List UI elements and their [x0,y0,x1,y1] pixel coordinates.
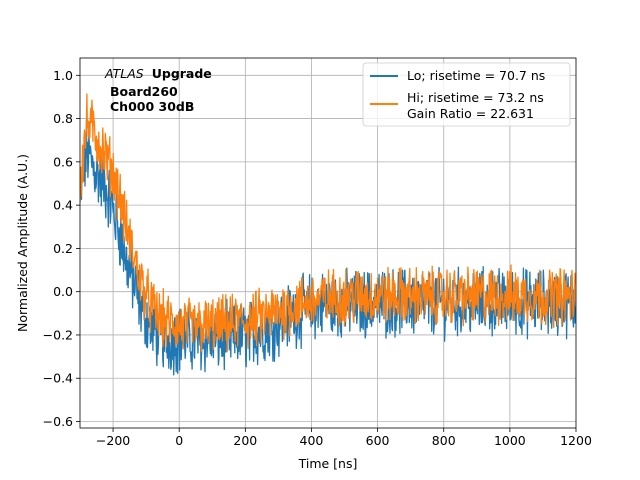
y-tick-label: −0.2 [43,327,73,342]
x-tick-label: 600 [366,433,390,448]
y-axis-label: Normalized Amplitude (A.U.) [15,154,30,332]
x-tick-label: 1000 [494,433,526,448]
y-tick-label: 0.6 [53,154,73,169]
plot-frame [79,57,577,429]
x-tick-label: 400 [300,433,324,448]
svg-text:ATLAS Upgrade: ATLAS Upgrade [104,66,212,81]
y-tick-label: 1.0 [53,68,73,83]
legend: Lo; risetime = 70.7 ns Hi; risetime = 73… [362,62,571,127]
x-axis-label: Time [ns] [298,456,358,471]
axes: −200 0 200 400 600 800 1000 1200 −0.6 −0.4 −0.2 0.0… [43,68,592,448]
x-tick-label: −200 [96,433,130,448]
legend-label-lo: Lo; risetime = 70.7 ns [407,68,545,83]
series-line-hi [80,93,576,353]
y-tick-label: 0.8 [53,111,73,126]
legend-label-hi-line-2: Gain Ratio = 22.631 [407,106,534,121]
annotation-bold: Upgrade [152,66,212,81]
legend-label-hi-line-1: Hi; risetime = 73.2 ns [407,90,544,105]
annotation: ATLAS Upgrade Board260 Ch000 30dB [104,66,212,114]
annotation-line-2: Board260 [110,84,178,99]
x-tick-label: 800 [432,433,456,448]
x-tick-label: 1200 [560,433,592,448]
annotation-line-3: Ch000 30dB [110,99,194,114]
y-tick-label: −0.4 [43,371,73,386]
y-tick-label: 0.4 [53,198,73,213]
y-tick-label: 0.0 [53,284,73,299]
y-tick-label: −0.6 [43,414,73,429]
x-tick-label: 200 [233,433,257,448]
legend-box [362,62,571,127]
legend-label-hi: Hi; risetime = 73.2 ns Gain Ratio = 22.6… [407,90,548,121]
annotation-italic: ATLAS [104,66,144,81]
series-layer [80,93,576,376]
y-tick-label: 0.2 [53,241,73,256]
x-tick-label: 0 [175,433,183,448]
